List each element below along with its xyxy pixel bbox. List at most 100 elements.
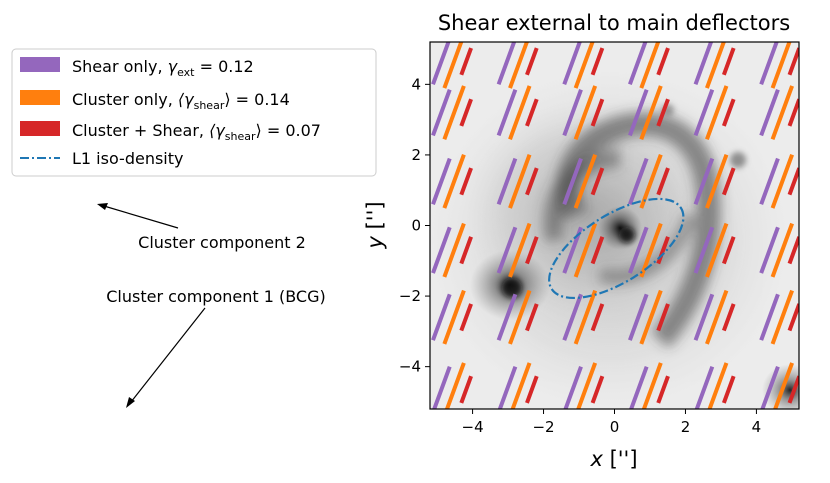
annotation-arrow-1 xyxy=(130,307,206,403)
shear-stick-cluster-plus-shear xyxy=(721,167,736,196)
y-tick-label: 2 xyxy=(411,146,421,164)
shear-stick-cluster-plus-shear xyxy=(525,303,539,332)
shear-stick-cluster-only xyxy=(508,85,532,140)
shear-stick-cluster-plus-shear xyxy=(525,236,539,265)
shear-stick-shear-only xyxy=(628,157,649,205)
shear-stick-cluster-plus-shear xyxy=(721,98,736,127)
shear-stick-cluster-only xyxy=(639,85,663,140)
x-tick-label: 4 xyxy=(752,418,762,436)
shear-stick-shear-only xyxy=(759,42,779,85)
x-tick-label: 0 xyxy=(610,418,620,436)
shear-stick-shear-only xyxy=(496,89,518,137)
shear-stick-cluster-only xyxy=(573,289,598,345)
iso-density-ellipse xyxy=(548,197,685,300)
legend-entry-cluster-plus-shear: Cluster + Shear, ⟨γshear⟩ = 0.07 xyxy=(72,121,321,143)
shear-stick-shear-only xyxy=(628,42,648,85)
shear-stick-cluster-plus-shear xyxy=(787,303,799,332)
shear-stick-shear-only xyxy=(629,366,649,409)
shear-stick-shear-only xyxy=(693,157,715,205)
shear-stick-shear-only xyxy=(562,157,583,205)
y-axis-label: y [''] xyxy=(363,201,387,249)
shear-stick-cluster-plus-shear xyxy=(721,47,736,76)
shear-stick-cluster-plus-shear xyxy=(459,47,473,76)
shear-stick-cluster-only xyxy=(442,154,466,209)
shear-stick-shear-only xyxy=(562,293,583,341)
annotation-text-1: Cluster component 1 (BCG) xyxy=(106,287,326,306)
annotation-text-2: Cluster component 2 xyxy=(138,233,306,252)
annotation-cluster-component-1: Cluster component 1 (BCG) xyxy=(106,287,326,408)
shear-stick-cluster-only xyxy=(773,362,794,409)
legend-box xyxy=(11,48,377,177)
shear-stick-cluster-only xyxy=(508,154,532,209)
iso-density-layer xyxy=(548,197,685,300)
shear-stick-cluster-plus-shear xyxy=(459,98,473,127)
y-tick-label: 4 xyxy=(411,75,421,93)
shear-stick-cluster-plus-shear xyxy=(721,303,736,332)
shear-stick-cluster-plus-shear xyxy=(590,47,605,76)
shear-stick-cluster-plus-shear xyxy=(787,167,799,196)
y-tick-label: −4 xyxy=(399,358,421,376)
shear-stick-shear-only xyxy=(563,366,583,409)
shear-stick-cluster-plus-shear xyxy=(656,98,670,127)
shear-stick-cluster-plus-shear xyxy=(656,47,670,76)
y-tick-label: 0 xyxy=(411,217,421,235)
shear-stick-shear-only xyxy=(759,293,780,341)
legend-swatch-shear-only xyxy=(20,57,60,72)
shear-stick-shear-only xyxy=(694,366,715,409)
background-image xyxy=(430,42,799,409)
shear-stick-shear-only xyxy=(693,42,714,85)
shear-stick-cluster-plus-shear xyxy=(787,236,799,265)
shear-stick-shear-only xyxy=(431,293,452,341)
shear-stick-cluster-plus-shear xyxy=(590,236,605,265)
legend-swatch-cluster-only xyxy=(20,90,60,105)
shear-stick-shear-only xyxy=(759,157,780,205)
y-tick-label: −2 xyxy=(399,287,421,305)
shear-stick-cluster-plus-shear xyxy=(525,47,539,76)
legend-entry-cluster-only: Cluster only, ⟨γshear⟩ = 0.14 xyxy=(72,90,290,112)
shear-stick-shear-only xyxy=(562,89,583,137)
shear-stick-cluster-only xyxy=(442,85,466,140)
annotation-arrowhead-2 xyxy=(97,203,108,210)
shear-stick-cluster-plus-shear xyxy=(787,98,799,127)
shear-stick-cluster-only xyxy=(508,289,532,345)
shear-stick-cluster-plus-shear xyxy=(525,375,539,404)
shear-stick-shear-only xyxy=(496,157,518,205)
shear-stick-cluster-only xyxy=(508,222,532,278)
shear-stick-cluster-only xyxy=(442,289,466,345)
shear-stick-cluster-plus-shear xyxy=(525,167,539,196)
shear-stick-cluster-only xyxy=(770,154,794,209)
shear-stick-cluster-plus-shear xyxy=(590,98,605,127)
shear-stick-cluster-only xyxy=(573,85,598,140)
shear-stick-cluster-plus-shear xyxy=(656,167,670,196)
shear-stick-cluster-plus-shear xyxy=(590,303,605,332)
shear-stick-cluster-plus-shear xyxy=(590,167,605,196)
shear-stick-cluster-plus-shear xyxy=(656,236,670,265)
shear-stick-cluster-plus-shear xyxy=(787,375,799,404)
shear-stick-cluster-plus-shear xyxy=(787,47,799,76)
shear-stick-cluster-only xyxy=(639,154,663,209)
shear-stick-cluster-plus-shear xyxy=(459,303,473,332)
shear-stick-shear-only xyxy=(760,366,780,409)
shear-stick-cluster-only xyxy=(770,85,794,140)
shear-stick-cluster-plus-shear xyxy=(525,98,539,127)
legend-entry-iso-density: L1 iso-density xyxy=(72,149,183,168)
shear-stick-cluster-only xyxy=(705,289,729,345)
chart-title: Shear external to main deflectors xyxy=(438,11,790,35)
shear-stick-cluster-only xyxy=(639,222,663,278)
shear-stick-cluster-only xyxy=(705,42,726,89)
shear-stick-cluster-only xyxy=(705,222,729,278)
shear-stick-cluster-only xyxy=(639,289,663,345)
shear-stick-cluster-only xyxy=(770,289,794,345)
x-axis-ticks: −4 −2 0 2 4 xyxy=(462,409,762,436)
shear-stick-shear-only xyxy=(693,293,715,341)
annotation-cluster-component-2: Cluster component 2 xyxy=(97,203,306,252)
shear-stick-cluster-plus-shear xyxy=(459,167,473,196)
shear-stick-cluster-only xyxy=(573,222,598,278)
shear-stick-shear-only xyxy=(628,293,649,341)
shear-stick-shear-only xyxy=(759,226,780,274)
shear-stick-cluster-plus-shear xyxy=(721,375,736,404)
shear-stick-shear-only xyxy=(693,226,715,274)
shear-stick-cluster-only xyxy=(442,42,464,89)
x-tick-label: −4 xyxy=(462,418,484,436)
shear-stick-shear-only xyxy=(431,226,452,274)
